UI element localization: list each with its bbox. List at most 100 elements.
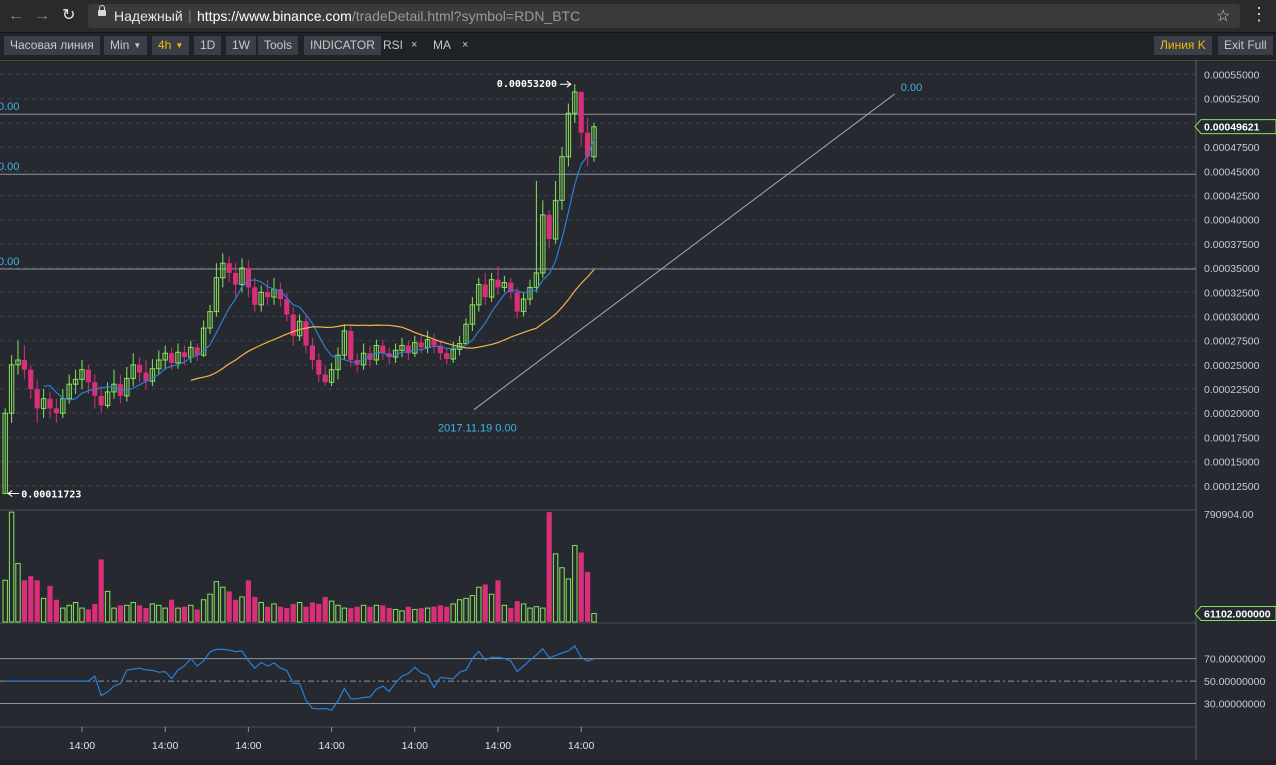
candle-body-down <box>98 395 104 406</box>
volume-bar-up <box>72 602 79 623</box>
volume-bar-down <box>418 608 424 622</box>
candle-body-up <box>533 272 540 288</box>
interval-dropdown[interactable]: 4h ▼ <box>152 36 190 55</box>
volume-bar-up <box>565 578 572 623</box>
line-k-button[interactable]: Линия K <box>1154 36 1212 55</box>
volume-bar-down <box>316 603 322 622</box>
reload-icon[interactable]: ↻ <box>62 7 76 24</box>
browser-menu-icon[interactable]: ⋮ <box>1250 4 1268 24</box>
volume-bar-up <box>591 613 597 623</box>
volume-bar-up <box>111 607 117 623</box>
ma-close-icon[interactable]: × <box>462 39 469 51</box>
volume-bar-down <box>405 606 411 622</box>
candle-body-down <box>284 299 290 315</box>
current-volume-label: 61102.000000 <box>1204 609 1271 621</box>
min-dropdown[interactable]: Min ▼ <box>104 36 148 55</box>
candle-body-down <box>21 360 27 370</box>
rsi-close-icon[interactable]: × <box>411 39 418 51</box>
volume-bar-up <box>328 600 335 623</box>
address-bar[interactable]: Надежный | https://www.binance.com/trade… <box>88 4 1240 28</box>
volume-bar-up <box>424 607 431 623</box>
volume-bar-up <box>239 596 245 623</box>
candle-body-up <box>565 112 572 158</box>
volume-bar-down <box>578 552 584 622</box>
moving-averages <box>43 139 595 401</box>
tools-button[interactable]: Tools <box>258 36 299 55</box>
candle-body-up <box>60 398 66 414</box>
price-tick-label: 0.00042500 <box>1204 190 1260 202</box>
candle-body-up <box>8 364 15 414</box>
volume-bar-up <box>501 604 508 623</box>
volume-bar-up <box>66 604 72 623</box>
volume-bar-down <box>252 596 258 622</box>
candle-body-up <box>258 291 264 306</box>
volume-bar-down <box>495 580 501 622</box>
candle-body-up <box>399 344 405 351</box>
candle-body-down <box>137 364 143 373</box>
volume-bar-down <box>181 606 187 622</box>
volume-bar-down <box>546 512 552 622</box>
candle-body-down <box>546 214 552 240</box>
grid-lines <box>0 74 1196 487</box>
trendline <box>473 93 896 411</box>
ma-indicator-label: MA <box>433 38 451 52</box>
fib-levels: 0.00 0.00 0.00 0.00 2017.11.19 0.00 <box>0 82 1196 435</box>
url-separator: | <box>188 7 192 23</box>
interval-1d-button[interactable]: 1D <box>194 36 222 55</box>
price-tick-label: 0.00025000 <box>1204 360 1260 372</box>
volume-bar-down <box>47 585 53 622</box>
volume-bar-down <box>85 609 91 622</box>
volume-bar-up <box>456 599 463 623</box>
fib-level-label: 0.00 <box>0 161 19 173</box>
candle-body-up <box>412 342 418 354</box>
candle-body-down <box>386 353 392 358</box>
volume-bar-up <box>540 607 546 623</box>
volume-bar-down <box>585 571 591 622</box>
volume-bar-up <box>463 597 469 623</box>
candle-body-up <box>469 304 476 325</box>
bookmark-star-icon[interactable]: ☆ <box>1216 8 1231 25</box>
volume-bar-down <box>380 605 386 622</box>
volume-bar-up <box>533 606 540 623</box>
url-text[interactable]: https://www.binance.com/tradeDetail.html… <box>197 8 580 24</box>
candle-body-up <box>207 311 213 329</box>
volume-bar-down <box>28 576 34 622</box>
volume-bar-up <box>469 595 476 623</box>
candle-body-down <box>252 287 258 305</box>
chart-svg[interactable]: 0.00 0.00 0.00 0.00 2017.11.19 0.00 0.000550… <box>0 59 1276 760</box>
volume-bar-up <box>79 607 85 623</box>
candle-body-down <box>245 268 251 288</box>
back-arrow-icon[interactable]: ← <box>8 7 24 24</box>
candle-body-up <box>520 298 527 313</box>
time-tick-label: 14:00 <box>485 740 511 752</box>
indicator-button[interactable]: INDICATOR <box>304 36 381 55</box>
rsi-tick-label: 70.00000000 <box>1204 654 1265 666</box>
volume-bar-up <box>296 602 303 623</box>
candle-body-up <box>66 383 72 400</box>
volume-bar-up <box>124 604 130 623</box>
volume-bar-up <box>15 563 21 623</box>
volume-bar-up <box>213 581 220 623</box>
axis-labels: 0.000550000.000525000.000500000.00047500… <box>7 70 1276 752</box>
volume-bar-up <box>527 607 533 623</box>
volume-bar-up <box>188 604 194 623</box>
volume-bar-up <box>335 604 341 623</box>
fib-level-label: 0.00 <box>0 256 19 268</box>
candle-body-up <box>488 279 495 298</box>
forward-arrow-icon[interactable]: → <box>34 7 50 24</box>
ma-fast-line <box>43 139 595 401</box>
lock-icon <box>98 5 106 16</box>
candle-body-up <box>213 277 220 313</box>
price-tick-label: 0.00040000 <box>1204 215 1260 227</box>
candle-body-down <box>233 272 239 285</box>
candle-body-down <box>405 345 411 354</box>
interval-1w-button[interactable]: 1W <box>226 36 256 55</box>
chart-area[interactable]: 0.00 0.00 0.00 0.00 2017.11.19 0.00 0.000550… <box>0 59 1276 760</box>
price-tick-label: 0.00037500 <box>1204 239 1260 251</box>
chevron-down-icon: ▼ <box>175 41 184 50</box>
exit-full-button[interactable]: Exit Full <box>1218 36 1273 55</box>
volume-bar-up <box>552 553 559 623</box>
secure-label: Надежный <box>114 8 183 24</box>
time-line-button[interactable]: Часовая линия <box>4 36 100 55</box>
candle-body-down <box>348 330 354 360</box>
